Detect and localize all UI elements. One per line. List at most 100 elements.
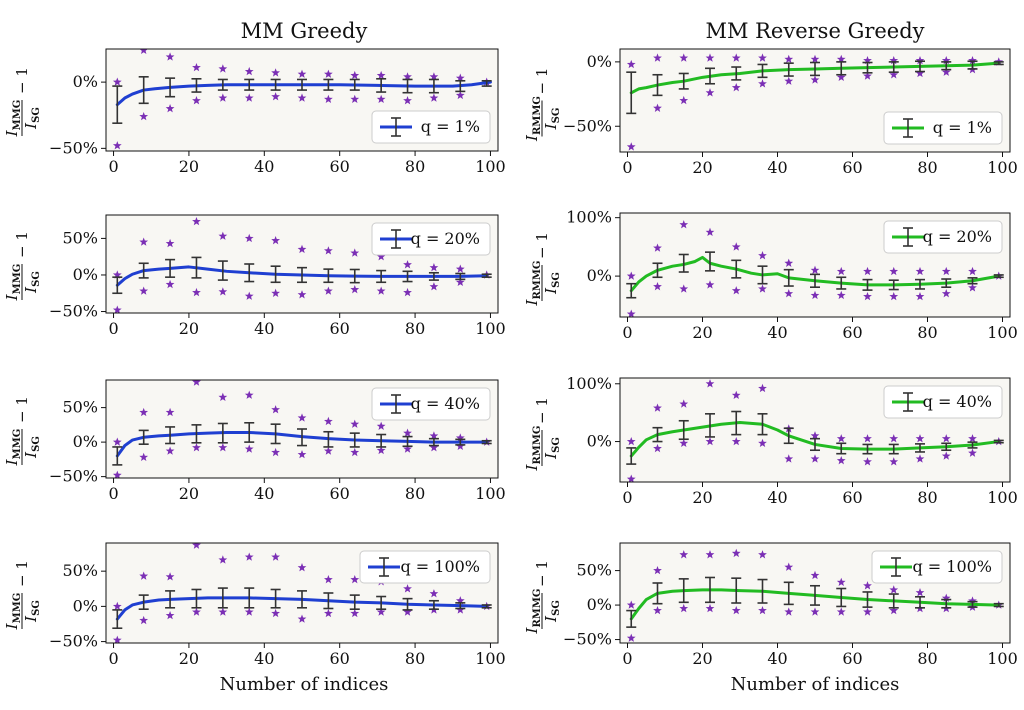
error-bar xyxy=(993,439,1004,444)
y-label-numerator: IMMG xyxy=(3,429,23,467)
star-marker xyxy=(915,266,925,276)
x-tick-label: 80 xyxy=(917,649,937,668)
y-label-numerator-sub: MMG xyxy=(12,429,23,460)
star-marker xyxy=(244,93,254,102)
error-bar xyxy=(626,447,637,465)
star-marker xyxy=(679,53,689,62)
error-bar xyxy=(678,419,689,441)
x-tick-label: 0 xyxy=(108,319,118,338)
star-marker xyxy=(429,589,439,598)
x-tick-label: 80 xyxy=(405,319,425,338)
star-marker xyxy=(968,596,977,605)
star-marker xyxy=(165,279,175,289)
legend: q = 20% xyxy=(371,222,491,256)
star-marker xyxy=(653,53,662,62)
y-tick-label: −50% xyxy=(49,138,98,157)
error-bar xyxy=(915,443,925,453)
error-bar xyxy=(731,66,742,81)
star-marker xyxy=(350,608,360,618)
error-bar xyxy=(783,268,794,287)
x-tick-label: 40 xyxy=(254,319,274,338)
error-bar xyxy=(191,256,202,279)
error-bar xyxy=(349,432,360,448)
star-marker xyxy=(810,570,820,580)
y-axis-label: IRMMG ISG − 1 xyxy=(523,397,562,471)
y-axis-label: IMMG ISG − 1 xyxy=(3,396,42,466)
error-bar xyxy=(941,598,952,609)
star-marker xyxy=(112,77,122,86)
data-layer xyxy=(112,216,492,313)
y-tick-label: 0% xyxy=(587,266,612,285)
error-bar xyxy=(138,76,149,105)
star-marker xyxy=(731,286,741,295)
y-label-denominator-sub: SG xyxy=(31,436,42,452)
star-marker xyxy=(810,265,820,274)
error-bar xyxy=(967,441,978,449)
error-bar xyxy=(705,413,715,438)
panel-8: 0 20 40 60 80 100 50% 0% −50% IRMMG ISG − 1 q = 100% xyxy=(523,542,1018,668)
star-marker xyxy=(297,413,307,422)
plot-frame xyxy=(619,542,1011,644)
star-marker xyxy=(705,379,715,388)
star-marker xyxy=(244,552,254,561)
legend-box xyxy=(359,550,491,584)
star-marker xyxy=(863,266,872,276)
star-marker xyxy=(679,220,689,229)
star-marker xyxy=(810,290,820,300)
star-marker xyxy=(350,285,360,294)
error-bar xyxy=(626,609,637,628)
error-bar xyxy=(376,78,387,93)
star-marker xyxy=(192,287,201,297)
star-marker xyxy=(192,607,201,616)
star-marker xyxy=(731,83,741,92)
legend: q = 100% xyxy=(359,550,491,584)
star-marker xyxy=(889,70,899,79)
x-tick-label: 60 xyxy=(842,649,862,668)
panel-7: 0 20 40 60 80 100 50% 0% −50% IMMG ISG − 1 q = 100% xyxy=(3,542,506,668)
star-marker xyxy=(941,266,951,276)
star-marker xyxy=(836,577,846,587)
x-tick-label: 20 xyxy=(692,158,712,177)
error-bar xyxy=(270,423,281,445)
y-tick-label: 0% xyxy=(73,265,98,284)
star-marker xyxy=(653,103,662,112)
error-bar xyxy=(810,273,820,289)
y-label-rest: − 1 xyxy=(533,397,551,424)
error-bar xyxy=(783,62,794,77)
error-bar xyxy=(810,61,820,77)
star-marker xyxy=(139,111,149,121)
error-bar xyxy=(967,277,978,285)
error-bar xyxy=(191,424,202,444)
star-marker xyxy=(941,434,951,443)
star-marker xyxy=(218,93,228,102)
star-marker xyxy=(731,548,741,558)
star-marker xyxy=(324,286,333,295)
error-bar xyxy=(862,61,873,74)
star-marker xyxy=(758,53,767,62)
x-tick-label: 20 xyxy=(179,649,199,668)
star-marker xyxy=(836,54,846,64)
error-bar xyxy=(191,78,202,93)
star-marker xyxy=(863,457,872,466)
error-bar xyxy=(481,604,492,609)
legend: q = 100% xyxy=(871,550,1003,584)
error-bar xyxy=(888,593,899,609)
x-tick-label: 80 xyxy=(917,323,937,342)
star-marker xyxy=(758,284,767,293)
star-marker xyxy=(679,603,689,613)
error-bar xyxy=(376,433,387,448)
error-bar xyxy=(783,427,794,445)
error-bar xyxy=(323,268,334,284)
error-bar xyxy=(428,78,439,94)
y-label-numerator: IRMMG xyxy=(523,589,543,635)
star-marker xyxy=(705,227,715,236)
y-tick-label: 0% xyxy=(73,72,98,91)
error-bar xyxy=(297,590,307,609)
star-marker xyxy=(626,309,636,317)
y-label-numerator-sub: MMG xyxy=(12,264,23,295)
y-label-numerator: IMMG xyxy=(3,264,23,302)
star-marker xyxy=(889,291,899,301)
y-label-denominator: ISG xyxy=(542,600,562,623)
star-marker xyxy=(836,434,846,443)
